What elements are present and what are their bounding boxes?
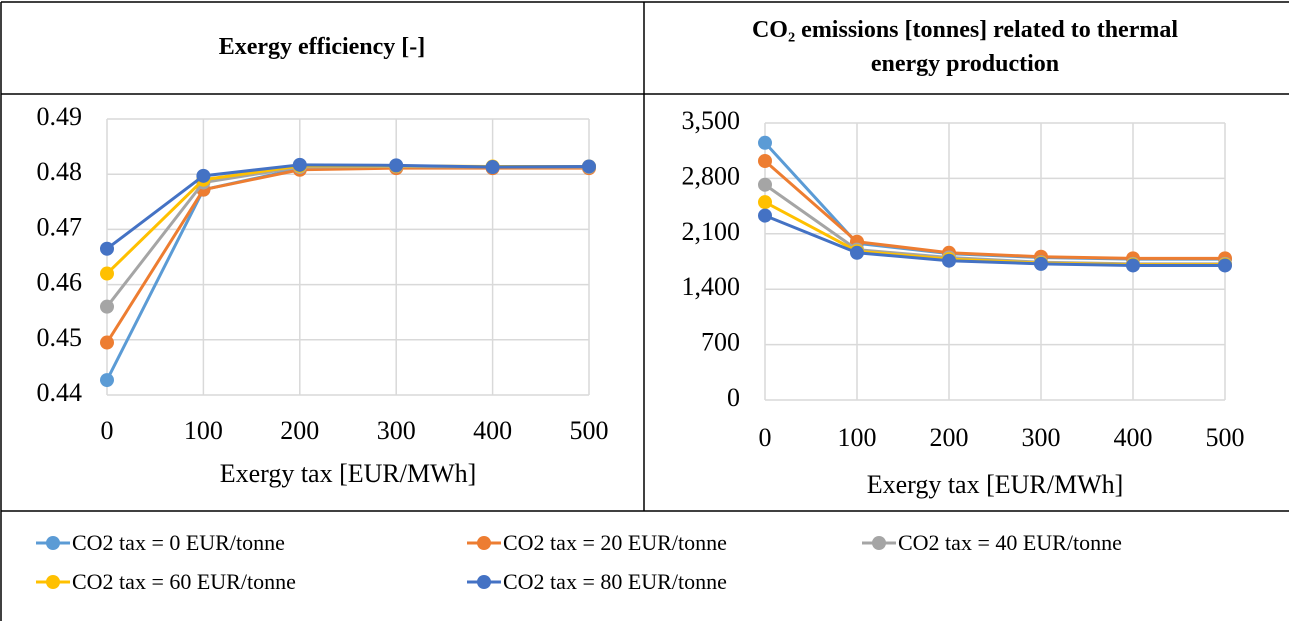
y-tick-label: 3,500 xyxy=(682,106,741,135)
point xyxy=(292,157,307,172)
y-tick-label: 700 xyxy=(701,328,740,357)
legend-item: CO2 tax = 0 EUR/tonne xyxy=(36,529,285,557)
legend-label: CO2 tax = 60 EUR/tonne xyxy=(72,569,296,594)
legend-swatch xyxy=(467,575,501,589)
point xyxy=(196,168,211,183)
y-tick-label: 1,400 xyxy=(682,272,741,301)
x-axis-label: Exergy tax [EUR/MWh] xyxy=(220,459,477,488)
x-tick-label: 200 xyxy=(930,423,969,452)
y-tick-label: 0.48 xyxy=(37,157,83,186)
point xyxy=(582,159,596,174)
series-line xyxy=(105,164,589,275)
y-tick-label: 2,100 xyxy=(682,217,741,246)
y-tick-label: 0.47 xyxy=(37,212,83,241)
y-tick-label: 0 xyxy=(727,383,740,412)
x-tick-label: 300 xyxy=(377,416,416,445)
legend-label: CO2 tax = 80 EUR/tonne xyxy=(503,569,727,594)
series-line xyxy=(105,166,589,381)
x-tick-label: 200 xyxy=(280,416,319,445)
series-line xyxy=(764,214,1225,267)
point xyxy=(758,208,772,223)
legend-label: CO2 tax = 40 EUR/tonne xyxy=(898,530,1122,555)
point xyxy=(1218,258,1232,273)
chart-title: Exergy efficiency [-] xyxy=(218,34,426,60)
x-tick-label: 400 xyxy=(1114,423,1153,452)
point xyxy=(100,241,114,256)
series-line xyxy=(763,141,1225,261)
point xyxy=(100,373,114,388)
legend-item: CO2 tax = 80 EUR/tonne xyxy=(467,568,727,596)
x-tick-label: 0 xyxy=(759,423,772,452)
x-axis-label: Exergy tax [EUR/MWh] xyxy=(867,470,1124,499)
x-tick-label: 500 xyxy=(570,416,609,445)
y-tick-label: 0.45 xyxy=(37,323,83,352)
x-tick-label: 100 xyxy=(838,423,877,452)
legend-swatch xyxy=(36,575,70,589)
y-tick-label: 2,800 xyxy=(682,161,741,190)
legend-item: CO2 tax = 20 EUR/tonne xyxy=(467,529,727,557)
x-tick-label: 0 xyxy=(101,416,114,445)
y-tick-label: 0.49 xyxy=(37,102,83,131)
x-tick-label: 300 xyxy=(1022,423,1061,452)
point xyxy=(389,158,404,173)
point xyxy=(485,160,500,175)
legend-item: CO2 tax = 40 EUR/tonne xyxy=(862,529,1122,557)
point xyxy=(758,195,772,210)
series-line xyxy=(764,159,1225,260)
legend-swatch xyxy=(467,536,501,550)
point xyxy=(1034,256,1048,271)
series-line xyxy=(106,163,590,250)
legend-swatch xyxy=(36,536,70,550)
legend-item: CO2 tax = 60 EUR/tonne xyxy=(36,568,296,596)
point xyxy=(1126,258,1140,273)
chart-title: CO₂ emissions [tonnes] related to therma… xyxy=(751,17,1179,77)
point xyxy=(850,245,864,260)
point xyxy=(100,266,114,281)
legend-label: CO2 tax = 0 EUR/tonne xyxy=(72,530,285,555)
x-tick-label: 500 xyxy=(1206,423,1245,452)
point xyxy=(100,299,114,314)
legend-swatch xyxy=(862,536,896,550)
y-tick-label: 0.46 xyxy=(37,268,83,297)
legend-label: CO2 tax = 20 EUR/tonne xyxy=(503,530,727,555)
point xyxy=(758,177,772,192)
point xyxy=(758,135,772,150)
x-tick-label: 400 xyxy=(473,416,512,445)
x-tick-label: 100 xyxy=(184,416,223,445)
point xyxy=(758,153,772,168)
point xyxy=(942,253,956,268)
point xyxy=(100,335,114,350)
y-tick-label: 0.44 xyxy=(37,378,83,407)
series-line xyxy=(764,183,1225,266)
